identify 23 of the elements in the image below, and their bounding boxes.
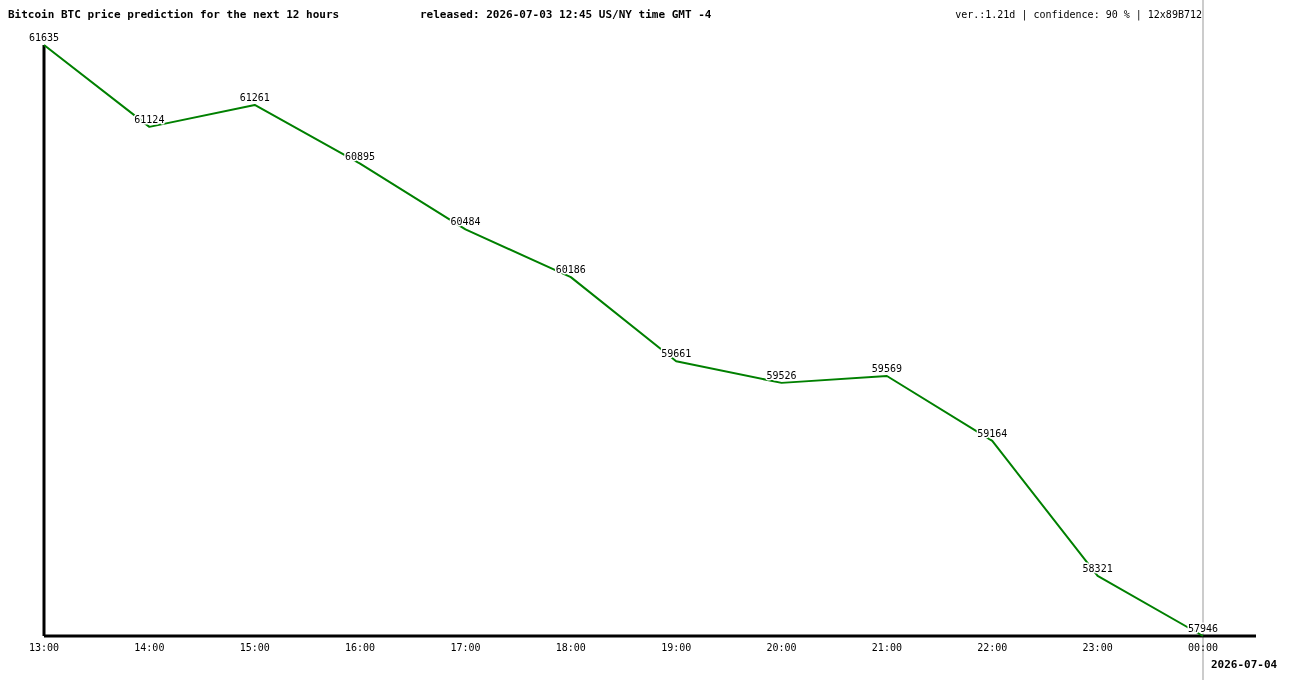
data-label: 60186: [555, 264, 586, 276]
chart-subtitle: released: 2026-07-03 12:45 US/NY time GMT -4: [420, 8, 712, 21]
x-tick-label: 14:00: [134, 642, 165, 653]
x-tick-label: 20:00: [766, 642, 797, 653]
data-label: 61635: [28, 32, 60, 43]
data-label: 57946: [1187, 623, 1219, 634]
x-tick-label: 22:00: [977, 642, 1008, 653]
x-tick-label: 16:00: [345, 642, 376, 653]
x-tick-label: 18:00: [555, 642, 586, 653]
text: ver.:1.21d | confidence: 90 % | 12x89B712: [955, 9, 1202, 21]
x-tick-label: 15:00: [239, 642, 270, 653]
chart-title: Bitcoin BTC price prediction for the next 12 hours: [8, 8, 340, 21]
data-label: 59569: [871, 362, 902, 374]
data-label: 60484: [450, 216, 481, 228]
data-label: 61261: [239, 91, 270, 103]
data-label: 59526: [766, 369, 797, 381]
x-tick-label: 13:00: [28, 642, 60, 653]
x-tick-label: 23:00: [1082, 642, 1113, 653]
ref-line-label: 2026-07-04: [1211, 658, 1278, 671]
x-tick-label: 19:00: [661, 642, 692, 653]
x-tick-label: 00:00: [1187, 642, 1219, 653]
x-tick-label: 21:00: [871, 642, 902, 653]
x-tick-label: 17:00: [450, 642, 481, 653]
